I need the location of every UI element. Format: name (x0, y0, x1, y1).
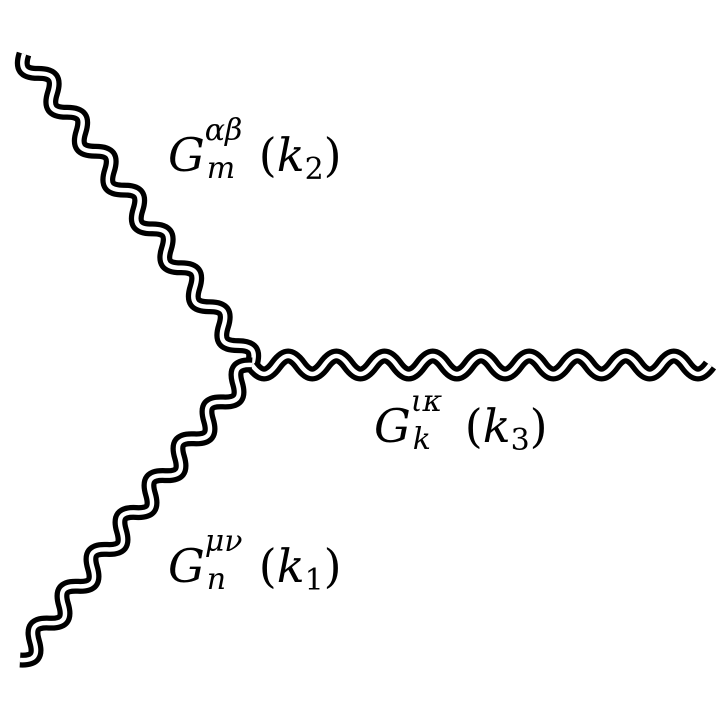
label-g2-open: ( (258, 128, 277, 182)
label-g1-sub: n (206, 562, 227, 597)
label-g2-symbol: G (168, 128, 205, 182)
label-g1-var: k (276, 539, 305, 593)
label-g2-sup: αβ (204, 113, 243, 148)
label-g3-index: 3 (510, 423, 530, 458)
label-g3-sub: k (412, 422, 431, 457)
propagator-g3-line-inner (250, 353, 712, 377)
label-g1-sup: μν (204, 524, 243, 559)
label-g3-close: ) (529, 399, 548, 453)
label-g2-index: 2 (304, 152, 324, 187)
label-g1-symbol: G (168, 539, 205, 593)
propagator-g2-line-inner (20, 53, 256, 366)
label-g3-symbol: G (374, 399, 411, 453)
label-g1-open: ( (258, 539, 277, 593)
label-g3-var: k (482, 399, 511, 453)
propagator-g1-line-inner (19, 362, 253, 663)
label-g3-open: ( (464, 399, 483, 453)
label-g1-index: 1 (304, 563, 324, 598)
label-g2-var: k (276, 128, 305, 182)
label-g2-sub: m (206, 151, 236, 186)
label-g1-close: ) (323, 539, 342, 593)
label-g3-sup: ικ (410, 384, 443, 419)
label-g2-close: ) (323, 128, 342, 182)
